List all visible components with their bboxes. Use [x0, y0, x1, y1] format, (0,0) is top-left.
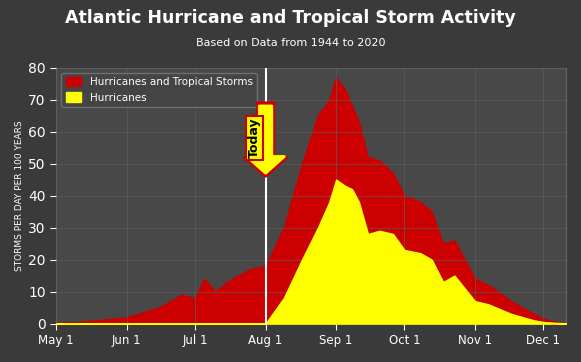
- Y-axis label: STORMS PER DAY PER 100 YEARS: STORMS PER DAY PER 100 YEARS: [15, 120, 24, 271]
- Text: Based on Data from 1944 to 2020: Based on Data from 1944 to 2020: [196, 38, 385, 48]
- Text: Atlantic Hurricane and Tropical Storm Activity: Atlantic Hurricane and Tropical Storm Ac…: [65, 9, 516, 27]
- Legend: Hurricanes and Tropical Storms, Hurricanes: Hurricanes and Tropical Storms, Hurrican…: [62, 73, 257, 107]
- Text: Today: Today: [248, 118, 261, 158]
